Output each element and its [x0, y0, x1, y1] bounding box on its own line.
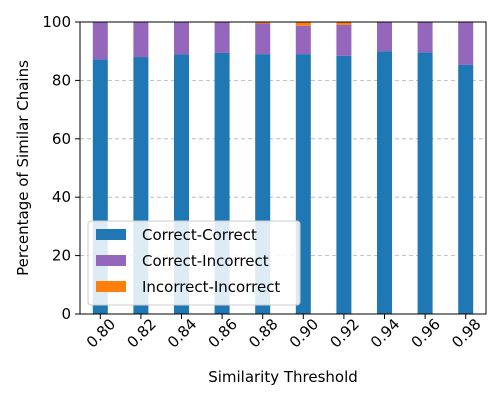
legend-swatch — [96, 281, 126, 292]
bar-segment — [295, 22, 311, 26]
bar-segment — [458, 64, 474, 314]
legend-label: Correct-Correct — [142, 226, 257, 244]
x-tick-label: 0.82 — [123, 315, 159, 351]
y-tick-label: 80 — [52, 71, 71, 89]
y-axis-ticks: 0 20 40 60 80 100 — [42, 13, 80, 323]
y-tick-label: 20 — [52, 247, 71, 265]
bar-segment — [458, 22, 474, 65]
y-tick-label: 60 — [52, 130, 71, 148]
bar-segment — [336, 22, 352, 25]
y-tick-label: 100 — [42, 13, 71, 31]
x-tick-label: 0.96 — [408, 315, 444, 351]
bar-segment — [377, 51, 392, 314]
bar-segment — [255, 23, 271, 55]
legend-swatch — [96, 255, 126, 266]
legend: Correct-Correct Correct-Incorrect Incorrec… — [87, 220, 301, 306]
bar-segment — [417, 52, 433, 314]
y-tick-label: 0 — [61, 305, 71, 323]
bar-segment — [336, 24, 352, 56]
legend-swatch — [96, 229, 126, 240]
x-tick-label: 0.86 — [205, 315, 241, 351]
x-axis-ticks: 0.80 0.82 0.84 0.86 0.88 0.90 0.92 0.94 0.96 0.98 — [83, 314, 485, 351]
bar-segment — [295, 25, 311, 55]
x-tick-label: 0.98 — [448, 315, 484, 351]
x-tick-label: 0.88 — [245, 315, 281, 351]
x-tick-label: 0.90 — [286, 315, 322, 351]
x-tick-label: 0.92 — [326, 315, 362, 351]
plot-frame — [79, 21, 487, 315]
y-tick-label: 40 — [52, 188, 71, 206]
bar-segment — [336, 55, 352, 314]
bar-segment — [255, 22, 271, 24]
bar-segment — [417, 22, 433, 53]
x-tick-label: 0.80 — [83, 315, 119, 351]
bar-segment — [174, 22, 189, 55]
bar-segment — [377, 22, 392, 52]
legend-label: Correct-Incorrect — [142, 252, 269, 270]
bar-segment — [133, 22, 149, 58]
x-tick-label: 0.94 — [367, 315, 403, 351]
legend-label: Incorrect-Incorrect — [142, 278, 280, 296]
x-axis-label: Similarity Threshold — [208, 368, 358, 386]
bar-segment — [214, 22, 230, 53]
bar-segment — [92, 22, 108, 60]
legend-box — [87, 220, 301, 306]
y-axis-label: Percentage of Similar Chains — [14, 60, 32, 276]
x-tick-label: 0.84 — [164, 315, 200, 351]
